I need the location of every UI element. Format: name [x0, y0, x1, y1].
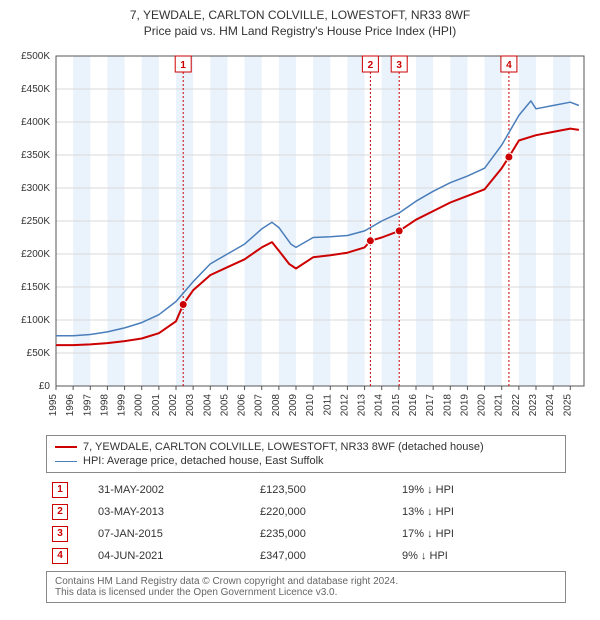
svg-text:2003: 2003: [185, 394, 196, 417]
legend-swatch: [55, 446, 77, 448]
svg-text:2001: 2001: [151, 394, 162, 417]
event-marker-box: 3: [52, 526, 68, 542]
svg-text:2022: 2022: [511, 394, 522, 417]
event-delta: 17% ↓ HPI: [396, 523, 566, 545]
event-delta: 19% ↓ HPI: [396, 479, 566, 501]
event-date: 04-JUN-2021: [92, 545, 254, 567]
svg-text:2005: 2005: [219, 394, 230, 417]
event-price: £347,000: [254, 545, 396, 567]
legend-swatch: [55, 461, 77, 462]
event-date: 03-MAY-2013: [92, 501, 254, 523]
svg-text:2006: 2006: [237, 394, 248, 417]
page-subtitle: Price paid vs. HM Land Registry's House …: [8, 24, 592, 38]
svg-text:4: 4: [506, 60, 512, 71]
svg-text:£200K: £200K: [21, 249, 50, 260]
svg-text:£450K: £450K: [21, 84, 50, 95]
svg-text:2002: 2002: [168, 394, 179, 417]
event-marker-box: 1: [52, 482, 68, 498]
svg-text:2012: 2012: [339, 394, 350, 417]
svg-text:2020: 2020: [477, 394, 488, 417]
svg-text:2016: 2016: [408, 394, 419, 417]
event-date: 07-JAN-2015: [92, 523, 254, 545]
svg-text:£250K: £250K: [21, 216, 50, 227]
svg-text:2000: 2000: [134, 394, 145, 417]
footer-line2: This data is licensed under the Open Gov…: [55, 587, 557, 598]
svg-text:1999: 1999: [117, 394, 128, 417]
svg-text:2025: 2025: [562, 394, 573, 417]
svg-text:2017: 2017: [425, 394, 436, 417]
svg-text:3: 3: [396, 60, 402, 71]
event-marker-box: 4: [52, 548, 68, 564]
event-date: 31-MAY-2002: [92, 479, 254, 501]
svg-text:2024: 2024: [545, 394, 556, 417]
svg-text:1996: 1996: [65, 394, 76, 417]
svg-text:£50K: £50K: [27, 348, 51, 359]
legend-row: HPI: Average price, detached house, East…: [55, 454, 557, 468]
chart-svg: £0 £50K £100K £150K £200K £250K £300K £350K £400…: [8, 46, 592, 426]
footer-attribution: Contains HM Land Registry data © Crown c…: [46, 571, 566, 603]
legend-label: HPI: Average price, detached house, East…: [83, 455, 324, 467]
svg-text:1998: 1998: [99, 394, 110, 417]
svg-text:2007: 2007: [254, 394, 265, 417]
event-row: 4 04-JUN-2021£347,0009% ↓ HPI: [46, 545, 566, 567]
svg-text:2008: 2008: [271, 394, 282, 417]
svg-text:£400K: £400K: [21, 117, 50, 128]
event-price: £220,000: [254, 501, 396, 523]
svg-text:1: 1: [180, 60, 186, 71]
svg-text:2: 2: [368, 60, 374, 71]
events-table: 1 31-MAY-2002£123,50019% ↓ HPI 2 03-MAY-201…: [46, 479, 566, 567]
event-price: £123,500: [254, 479, 396, 501]
svg-text:1997: 1997: [82, 394, 93, 417]
svg-text:£300K: £300K: [21, 183, 50, 194]
event-marker-box: 2: [52, 504, 68, 520]
event-delta: 9% ↓ HPI: [396, 545, 566, 567]
svg-text:2010: 2010: [305, 394, 316, 417]
svg-text:£150K: £150K: [21, 282, 50, 293]
svg-text:2009: 2009: [288, 394, 299, 417]
legend-label: 7, YEWDALE, CARLTON COLVILLE, LOWESTOFT,…: [83, 441, 484, 453]
svg-text:2015: 2015: [391, 394, 402, 417]
svg-text:£0: £0: [39, 381, 51, 392]
page-title: 7, YEWDALE, CARLTON COLVILLE, LOWESTOFT,…: [8, 8, 592, 22]
svg-text:2019: 2019: [459, 394, 470, 417]
svg-text:1995: 1995: [48, 394, 59, 417]
event-price: £235,000: [254, 523, 396, 545]
svg-text:£350K: £350K: [21, 150, 50, 161]
price-chart: £0 £50K £100K £150K £200K £250K £300K £350K £400…: [8, 46, 592, 429]
svg-text:£500K: £500K: [21, 51, 50, 62]
svg-text:2018: 2018: [442, 394, 453, 417]
svg-text:2011: 2011: [322, 394, 333, 416]
svg-text:2013: 2013: [357, 394, 368, 417]
event-row: 1 31-MAY-2002£123,50019% ↓ HPI: [46, 479, 566, 501]
svg-text:£100K: £100K: [21, 315, 50, 326]
event-delta: 13% ↓ HPI: [396, 501, 566, 523]
legend-row: 7, YEWDALE, CARLTON COLVILLE, LOWESTOFT,…: [55, 440, 557, 454]
svg-text:2021: 2021: [494, 394, 505, 417]
svg-text:2004: 2004: [202, 394, 213, 417]
footer-line1: Contains HM Land Registry data © Crown c…: [55, 576, 557, 587]
legend: 7, YEWDALE, CARLTON COLVILLE, LOWESTOFT,…: [46, 435, 566, 473]
svg-text:2023: 2023: [528, 394, 539, 417]
event-row: 3 07-JAN-2015£235,00017% ↓ HPI: [46, 523, 566, 545]
svg-text:2014: 2014: [374, 394, 385, 417]
event-row: 2 03-MAY-2013£220,00013% ↓ HPI: [46, 501, 566, 523]
